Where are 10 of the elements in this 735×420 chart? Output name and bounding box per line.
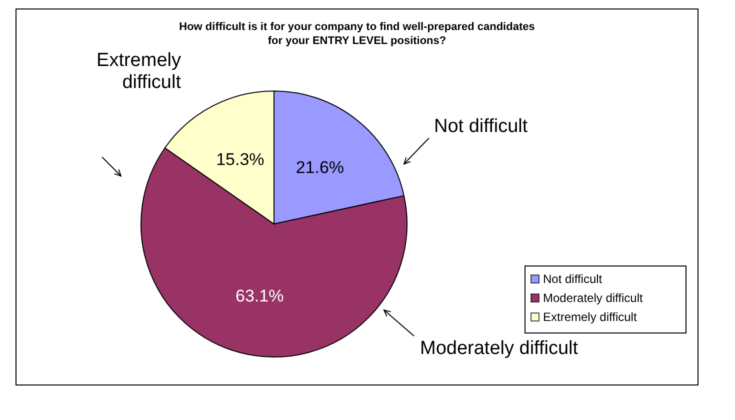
data-label: 15.3% (216, 150, 264, 170)
slice-label: Not difficult (434, 116, 528, 137)
legend-label: Moderately difficult (543, 291, 644, 305)
data-label: 63.1% (236, 286, 284, 306)
legend-label: Not difficult (543, 272, 603, 286)
chart-title: How difficult is it for your company to find well-prepared candidates for your ENTRY LEVEL positions? (179, 21, 535, 47)
slice-label: Moderately difficult (420, 338, 579, 359)
data-label: 21.6% (296, 158, 344, 178)
slice-label: Extremely difficult (96, 50, 182, 93)
legend-label: Extremely difficult (543, 310, 638, 324)
